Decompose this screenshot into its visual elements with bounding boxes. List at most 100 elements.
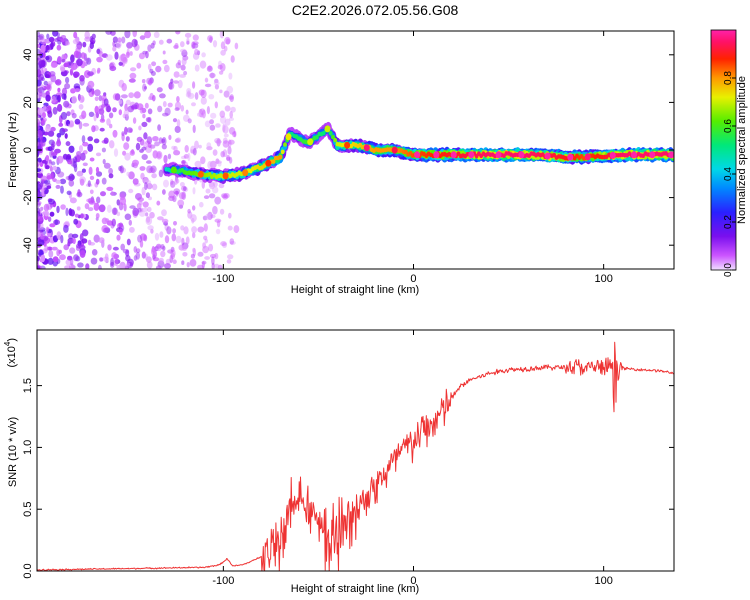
noise-speckle xyxy=(215,158,220,164)
noise-speckle xyxy=(136,62,142,69)
noise-speckle xyxy=(128,188,134,194)
noise-speckle xyxy=(38,86,45,94)
x-tick-label: 0 xyxy=(410,273,416,285)
noise-speckle xyxy=(56,231,62,240)
noise-speckle xyxy=(38,249,44,256)
noise-speckle xyxy=(207,65,212,71)
noise-speckle xyxy=(124,213,132,221)
noise-speckle xyxy=(63,100,70,108)
noise-speckle xyxy=(50,126,56,132)
y-tick-label: 0.0 xyxy=(22,563,34,578)
noise-speckle xyxy=(216,220,221,228)
noise-speckle xyxy=(89,41,95,50)
noise-speckle xyxy=(209,182,215,190)
noise-speckle xyxy=(60,234,64,244)
ridge-knot xyxy=(242,169,249,177)
noise-speckle xyxy=(175,62,182,69)
noise-speckle xyxy=(208,193,216,199)
noise-speckle xyxy=(99,127,105,132)
noise-speckle xyxy=(218,183,225,189)
noise-speckle xyxy=(200,97,207,105)
noise-speckle xyxy=(163,179,169,188)
noise-speckle xyxy=(94,96,99,102)
noise-speckle xyxy=(219,110,226,118)
noise-speckle xyxy=(65,76,70,84)
noise-speckle xyxy=(123,142,130,150)
noise-speckle xyxy=(96,196,101,204)
noise-speckle xyxy=(45,55,50,61)
noise-speckle xyxy=(70,63,75,72)
noise-speckle xyxy=(135,142,141,151)
noise-speckle xyxy=(120,94,128,99)
noise-speckle xyxy=(202,242,207,249)
noise-speckle xyxy=(206,142,212,149)
noise-speckle xyxy=(52,256,59,263)
noise-speckle xyxy=(46,175,52,180)
noise-speckle xyxy=(124,103,128,112)
noise-speckle xyxy=(125,136,130,142)
x-tick-label: -100 xyxy=(212,575,234,587)
noise-speckle xyxy=(146,160,152,164)
noise-speckle xyxy=(132,117,137,124)
noise-speckle xyxy=(71,233,79,239)
noise-speckle xyxy=(37,202,41,207)
noise-speckle xyxy=(56,32,60,38)
noise-speckle xyxy=(175,235,182,244)
noise-speckle xyxy=(103,137,109,144)
noise-speckle xyxy=(67,241,71,247)
noise-speckle xyxy=(155,265,162,269)
noise-speckle xyxy=(190,253,195,259)
noise-speckle xyxy=(60,35,67,40)
noise-speckle xyxy=(39,232,45,240)
noise-speckle xyxy=(137,197,145,202)
noise-speckle xyxy=(172,118,178,123)
noise-speckle xyxy=(112,46,117,52)
colorbar-tick-label: 0.2 xyxy=(723,215,734,229)
noise-speckle xyxy=(79,178,85,186)
noise-speckle xyxy=(94,89,101,97)
noise-speckle xyxy=(209,119,215,125)
noise-speckle xyxy=(89,157,95,162)
noise-speckle xyxy=(128,219,132,226)
noise-speckle xyxy=(147,108,153,115)
noise-speckle xyxy=(74,118,81,125)
noise-speckle xyxy=(93,202,100,211)
noise-speckle xyxy=(228,139,235,145)
noise-speckle xyxy=(124,265,129,269)
colorbar: 0.0 0.2 0.4 0.6 0.8 Normalized spectral ampl… xyxy=(710,29,748,277)
noise-speckle xyxy=(213,81,220,86)
noise-speckle xyxy=(181,244,188,252)
noise-speckle xyxy=(68,145,75,153)
noise-speckle xyxy=(116,211,121,217)
noise-speckle xyxy=(147,225,154,231)
noise-speckle xyxy=(212,186,219,194)
noise-speckle xyxy=(173,71,180,78)
noise-speckle xyxy=(203,235,208,241)
noise-speckle xyxy=(124,126,128,135)
noise-speckle xyxy=(64,41,70,46)
y-tick-label: 20 xyxy=(22,96,34,108)
noise-speckle xyxy=(223,192,230,199)
noise-speckle xyxy=(220,49,226,56)
noise-speckle xyxy=(37,43,41,48)
noise-speckle xyxy=(89,189,94,195)
noise-speckle xyxy=(79,145,83,153)
noise-speckle xyxy=(128,78,136,83)
noise-speckle xyxy=(186,262,190,268)
noise-speckle xyxy=(96,56,103,63)
noise-speckle xyxy=(218,70,224,75)
noise-speckle xyxy=(40,175,48,182)
noise-speckle xyxy=(78,95,85,103)
noise-speckle xyxy=(187,118,192,124)
noise-speckle xyxy=(134,39,138,46)
noise-speckle xyxy=(194,92,199,100)
noise-speckle xyxy=(176,96,180,103)
noise-speckle xyxy=(143,132,148,140)
noise-speckle xyxy=(191,102,196,107)
noise-speckle xyxy=(73,156,78,164)
noise-speckle xyxy=(207,161,213,170)
noise-speckle xyxy=(141,207,148,212)
noise-speckle xyxy=(145,212,149,217)
noise-speckle xyxy=(56,132,62,138)
y-tick-label: 0 xyxy=(22,147,34,153)
